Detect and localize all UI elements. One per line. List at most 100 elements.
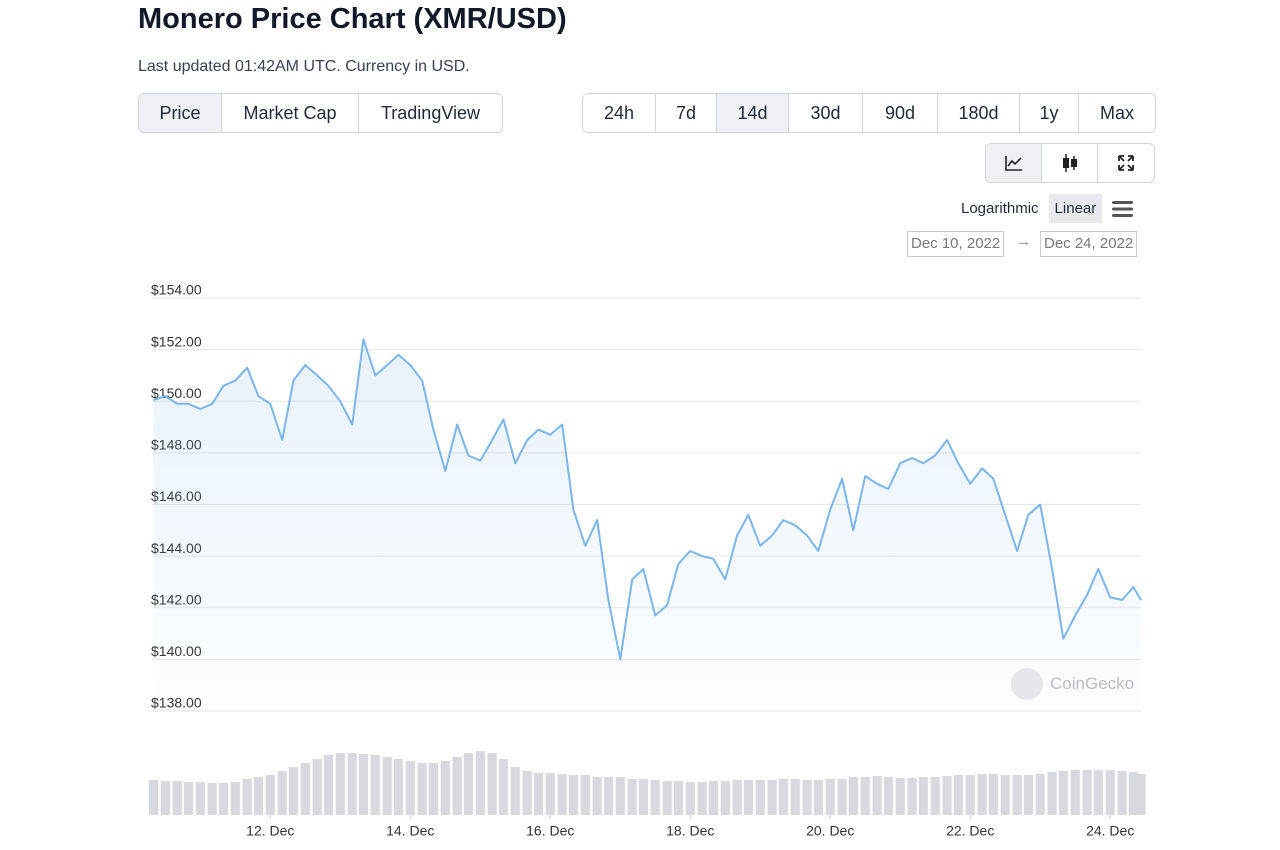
volume-bar (790, 779, 800, 815)
volume-bar (603, 777, 613, 815)
volume-bar (1105, 770, 1115, 815)
linear-scale-option[interactable]: Linear (1048, 194, 1103, 223)
volume-bar (498, 759, 508, 815)
volume-bar (463, 753, 473, 815)
volume-bar (673, 781, 683, 815)
tab-button[interactable]: Market Cap (222, 94, 359, 132)
range-button[interactable]: 30d (789, 94, 863, 132)
x-tick-label: 14. Dec (386, 823, 434, 839)
log-scale-option[interactable]: Logarithmic (961, 200, 1039, 217)
volume-bar (1093, 770, 1103, 815)
volume-bar (1035, 774, 1045, 815)
volume-bar (592, 777, 602, 815)
volume-bar (615, 777, 625, 815)
volume-bar (685, 782, 695, 815)
volume-bar (148, 780, 158, 815)
volume-bar (417, 763, 427, 815)
volume-bar (720, 781, 730, 815)
page-title: Monero Price Chart (XMR/USD) (138, 3, 567, 35)
volume-bar (767, 780, 777, 815)
volume-bar (382, 757, 392, 815)
range-button[interactable]: 180d (938, 94, 1020, 132)
candlestick-button[interactable] (1042, 144, 1098, 182)
candle-icon (1062, 154, 1077, 172)
volume-bar (1058, 771, 1068, 815)
expand-icon (1118, 155, 1134, 171)
range-button[interactable]: 90d (863, 94, 938, 132)
volume-bar (662, 781, 672, 815)
volume-bar (300, 763, 310, 815)
range-button[interactable]: Max (1099, 102, 1134, 123)
menu-icon[interactable] (1112, 200, 1134, 218)
x-tick-label: 24. Dec (1086, 823, 1134, 839)
line-chart-button[interactable] (986, 144, 1042, 182)
volume-bar (860, 777, 870, 815)
tab-button[interactable]: TradingView (380, 102, 481, 123)
volume-bar (650, 780, 660, 815)
y-tick-label: $154.00 (151, 282, 202, 298)
volume-bar (907, 778, 917, 815)
volume-bar (930, 777, 940, 815)
volume-bar (393, 759, 403, 815)
volume-bar (977, 774, 987, 815)
volume-bar (580, 775, 590, 815)
x-tick-label: 20. Dec (806, 823, 854, 839)
volume-bar (1136, 774, 1146, 815)
volume-bar (370, 755, 380, 815)
volume-bar (942, 776, 952, 815)
subtitle: Last updated 01:42AM UTC. Currency in US… (138, 58, 470, 75)
view-tabs: Price Market Cap TradingView (138, 93, 503, 133)
volume-bar (347, 753, 357, 815)
volume-bar (323, 755, 333, 815)
volume-bar (883, 777, 893, 815)
volume-bar (988, 774, 998, 815)
watermark: CoinGecko (1011, 668, 1134, 700)
volume-bar (195, 782, 205, 815)
volume-bar (697, 782, 707, 815)
volume-bar (1012, 775, 1022, 815)
line-icon (1004, 156, 1022, 171)
volume-bar (872, 776, 882, 815)
scale-toggle: Logarithmic Linear (955, 194, 1134, 223)
date-arrow: → (1016, 233, 1031, 250)
volume-bar (172, 781, 182, 815)
price-area (153, 339, 1142, 711)
volume-bar (813, 780, 823, 815)
volume-bar (312, 759, 322, 815)
volume-bar (568, 775, 578, 815)
volume-bar (452, 757, 462, 815)
volume-bar (160, 781, 170, 815)
volume-bar (545, 773, 555, 815)
tab-button[interactable]: Price (139, 94, 222, 132)
volume-bar (1000, 775, 1010, 815)
range-button[interactable]: 1y (1020, 94, 1079, 132)
volume-bar (953, 775, 963, 815)
volume-bar (708, 781, 718, 815)
volume-bar (638, 779, 648, 815)
volume-bar (207, 783, 217, 815)
volume-bar (405, 761, 415, 815)
volume-bar (358, 754, 368, 815)
volume-bar (848, 777, 858, 815)
range-button[interactable]: 14d (717, 94, 789, 132)
range-button[interactable]: 24h (583, 94, 656, 132)
volume-bar (627, 779, 637, 815)
range-button[interactable]: 7d (656, 94, 717, 132)
fullscreen-button[interactable] (1098, 144, 1154, 182)
volume-bar (183, 782, 193, 815)
volume-bar (277, 771, 287, 815)
volume-bar (1070, 770, 1080, 815)
volume-bar (837, 779, 847, 815)
volume-bar (440, 761, 450, 815)
volume-bar (743, 780, 753, 815)
volume-bar (1117, 771, 1127, 815)
x-tick-label: 18. Dec (666, 823, 714, 839)
watermark-logo (1011, 668, 1043, 700)
volume-bar (510, 767, 520, 815)
volume-bar (1128, 772, 1138, 815)
volume-bar (288, 767, 298, 815)
volume-bar (242, 779, 252, 815)
volume-bar (522, 771, 532, 815)
date-to[interactable]: Dec 24, 2022 (1040, 231, 1138, 257)
date-from[interactable]: Dec 10, 2022 (907, 231, 1005, 257)
